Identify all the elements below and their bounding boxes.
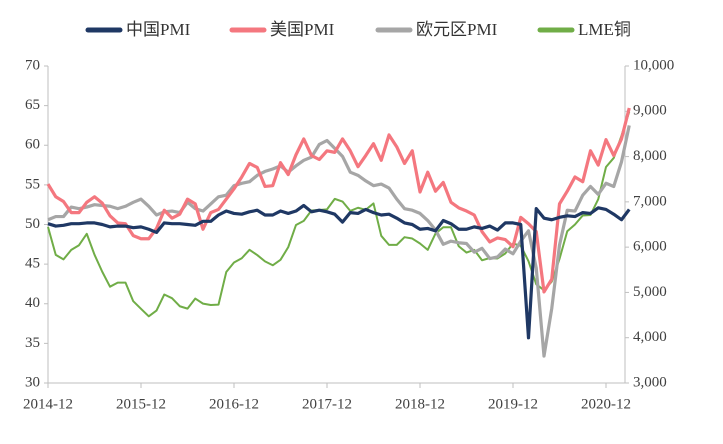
y-tick-label: 55: [25, 176, 40, 192]
y2-tick-label: 7,000: [633, 193, 667, 209]
x-tick-label: 2017-12: [302, 396, 352, 412]
y2-tick-label: 8,000: [633, 148, 667, 164]
x-tick-label: 2018-12: [395, 396, 445, 412]
y2-tick-label: 6,000: [633, 239, 667, 255]
y2-tick-label: 5,000: [633, 284, 667, 300]
series-line: [47, 125, 631, 358]
legend-label: LME铜: [578, 20, 631, 39]
x-tick-label: 2016-12: [209, 396, 259, 412]
y-tick-label: 35: [25, 335, 40, 351]
y2-tick-label: 9,000: [633, 103, 667, 119]
y-tick-label: 40: [25, 295, 40, 311]
y2-tick-label: 10,000: [633, 57, 674, 73]
series-line: [47, 203, 631, 340]
y2-tick-label: 4,000: [633, 329, 667, 345]
series-line: [46, 107, 631, 294]
y-tick-label: 60: [25, 137, 40, 153]
y-tick-label: 70: [25, 57, 40, 73]
legend-label: 欧元区PMI: [416, 20, 498, 39]
y2-tick-label: 3,000: [633, 374, 667, 390]
legend-label: 中国PMI: [126, 20, 191, 39]
y-tick-label: 30: [25, 374, 40, 390]
y-tick-label: 65: [25, 97, 40, 113]
x-tick-label: 2019-12: [488, 396, 538, 412]
x-tick-label: 2020-12: [581, 396, 631, 412]
y-tick-label: 50: [25, 216, 40, 232]
y-tick-label: 45: [25, 256, 40, 272]
legend-label: 美国PMI: [270, 20, 335, 39]
x-tick-label: 2014-12: [23, 396, 73, 412]
x-tick-label: 2015-12: [116, 396, 166, 412]
